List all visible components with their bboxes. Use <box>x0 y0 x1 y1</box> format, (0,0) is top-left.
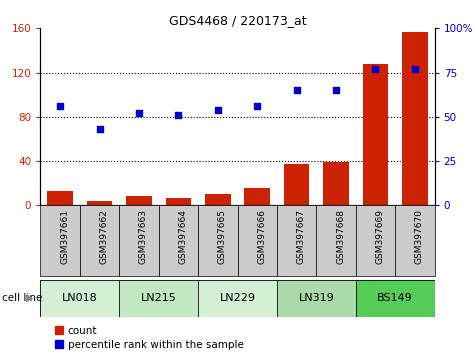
Bar <box>166 198 191 205</box>
FancyBboxPatch shape <box>395 205 435 276</box>
Text: LN319: LN319 <box>298 293 334 303</box>
Text: GSM397661: GSM397661 <box>60 209 69 264</box>
FancyBboxPatch shape <box>356 205 395 276</box>
Point <box>95 126 103 132</box>
Bar <box>402 32 428 205</box>
Text: ▶: ▶ <box>26 293 33 303</box>
Point <box>293 87 300 93</box>
Text: GSM397666: GSM397666 <box>257 209 266 264</box>
Bar <box>284 164 309 205</box>
FancyBboxPatch shape <box>277 205 316 276</box>
FancyBboxPatch shape <box>40 205 80 276</box>
FancyBboxPatch shape <box>316 205 356 276</box>
Legend: count, percentile rank within the sample: count, percentile rank within the sample <box>55 326 244 350</box>
Text: GSM397662: GSM397662 <box>100 209 108 264</box>
Text: LN018: LN018 <box>62 293 98 303</box>
Point <box>332 87 340 93</box>
Point <box>411 66 418 72</box>
Bar <box>126 196 152 205</box>
Text: LN229: LN229 <box>219 293 256 303</box>
Text: GSM397667: GSM397667 <box>296 209 305 264</box>
FancyBboxPatch shape <box>119 280 198 317</box>
FancyBboxPatch shape <box>356 280 435 317</box>
FancyBboxPatch shape <box>159 205 198 276</box>
Text: cell line: cell line <box>2 293 43 303</box>
Text: GSM397664: GSM397664 <box>179 209 187 264</box>
Text: BS149: BS149 <box>377 293 413 303</box>
Bar <box>245 188 270 205</box>
Text: GSM397670: GSM397670 <box>415 209 424 264</box>
FancyBboxPatch shape <box>119 205 159 276</box>
Bar <box>323 162 349 205</box>
Bar <box>363 64 388 205</box>
Point <box>371 66 379 72</box>
FancyBboxPatch shape <box>198 205 238 276</box>
Bar <box>48 191 73 205</box>
Point <box>174 112 182 118</box>
Point <box>56 103 64 109</box>
FancyBboxPatch shape <box>277 280 356 317</box>
Point <box>135 110 142 116</box>
Text: GSM397668: GSM397668 <box>336 209 345 264</box>
FancyBboxPatch shape <box>80 205 119 276</box>
Point <box>214 107 221 113</box>
Bar <box>205 194 230 205</box>
FancyBboxPatch shape <box>40 280 119 317</box>
Text: GSM397663: GSM397663 <box>139 209 148 264</box>
Text: GSM397665: GSM397665 <box>218 209 227 264</box>
Text: GSM397669: GSM397669 <box>376 209 384 264</box>
Text: GDS4468 / 220173_at: GDS4468 / 220173_at <box>169 14 306 27</box>
Bar <box>87 201 112 205</box>
FancyBboxPatch shape <box>198 280 277 317</box>
Point <box>253 103 261 109</box>
Text: LN215: LN215 <box>141 293 177 303</box>
FancyBboxPatch shape <box>238 205 277 276</box>
